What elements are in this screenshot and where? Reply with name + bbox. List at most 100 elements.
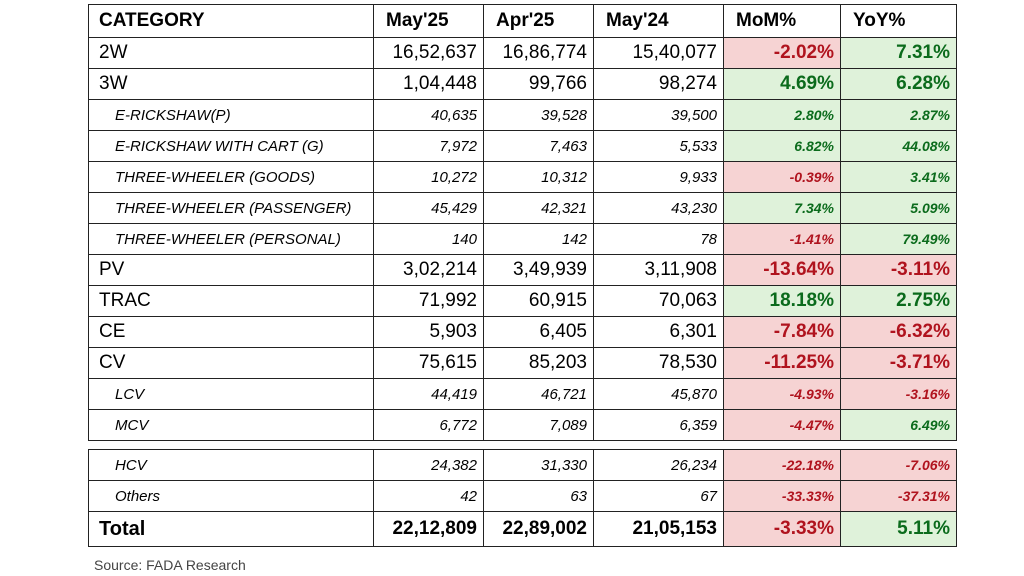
table-subrow: THREE-WHEELER (PASSENGER) 45,429 42,321 … <box>88 192 957 224</box>
total-mom-change: -3.33% <box>723 511 841 547</box>
row-mom-change: -1.41% <box>723 223 841 255</box>
row-category: CE <box>88 316 374 348</box>
row-yoy-change: -37.31% <box>840 480 957 512</box>
header-may24: May'24 <box>593 4 724 38</box>
table-row: CE 5,903 6,405 6,301 -7.84% -6.32% <box>88 316 957 348</box>
total-row: Total 22,12,809 22,89,002 21,05,153 -3.3… <box>88 511 957 547</box>
row-may24: 45,870 <box>593 378 724 410</box>
row-mom-change: -4.47% <box>723 409 841 441</box>
row-may25: 42 <box>373 480 484 512</box>
row-mom-change: -2.02% <box>723 37 841 69</box>
row-category: Others <box>88 480 374 512</box>
row-category: 3W <box>88 68 374 100</box>
row-category: MCV <box>88 409 374 441</box>
row-may24: 78,530 <box>593 347 724 379</box>
table-gap <box>88 441 956 449</box>
row-yoy-change: 3.41% <box>840 161 957 193</box>
row-apr25: 60,915 <box>483 285 594 317</box>
table-subrow: LCV 44,419 46,721 45,870 -4.93% -3.16% <box>88 378 957 410</box>
row-category: E-RICKSHAW WITH CART (G) <box>88 130 374 162</box>
row-category: HCV <box>88 449 374 481</box>
table-subrow: THREE-WHEELER (GOODS) 10,272 10,312 9,93… <box>88 161 957 193</box>
row-apr25: 3,49,939 <box>483 254 594 286</box>
table-subrow: Others 42 63 67 -33.33% -37.31% <box>88 480 957 512</box>
table-subrow: HCV 24,382 31,330 26,234 -22.18% -7.06% <box>88 449 957 481</box>
row-may24: 15,40,077 <box>593 37 724 69</box>
total-apr25: 22,89,002 <box>483 511 594 547</box>
row-apr25: 10,312 <box>483 161 594 193</box>
row-yoy-change: 2.87% <box>840 99 957 131</box>
row-may24: 39,500 <box>593 99 724 131</box>
row-may25: 44,419 <box>373 378 484 410</box>
row-mom-change: 7.34% <box>723 192 841 224</box>
row-apr25: 142 <box>483 223 594 255</box>
row-may25: 71,992 <box>373 285 484 317</box>
header-category: CATEGORY <box>88 4 374 38</box>
row-category: TRAC <box>88 285 374 317</box>
row-category: THREE-WHEELER (GOODS) <box>88 161 374 193</box>
header-yoy: YoY% <box>840 4 957 38</box>
row-may25: 75,615 <box>373 347 484 379</box>
table-subrow: THREE-WHEELER (PERSONAL) 140 142 78 -1.4… <box>88 223 957 255</box>
row-yoy-change: -3.71% <box>840 347 957 379</box>
row-yoy-change: -6.32% <box>840 316 957 348</box>
row-yoy-change: -3.11% <box>840 254 957 286</box>
row-apr25: 16,86,774 <box>483 37 594 69</box>
row-may24: 43,230 <box>593 192 724 224</box>
header-mom: MoM% <box>723 4 841 38</box>
row-apr25: 39,528 <box>483 99 594 131</box>
row-may25: 10,272 <box>373 161 484 193</box>
total-label: Total <box>88 511 374 547</box>
row-yoy-change: 6.28% <box>840 68 957 100</box>
row-apr25: 63 <box>483 480 594 512</box>
row-may25: 5,903 <box>373 316 484 348</box>
total-yoy-change: 5.11% <box>840 511 957 547</box>
row-category: CV <box>88 347 374 379</box>
row-may24: 70,063 <box>593 285 724 317</box>
row-mom-change: 2.80% <box>723 99 841 131</box>
row-mom-change: -33.33% <box>723 480 841 512</box>
row-may24: 3,11,908 <box>593 254 724 286</box>
row-category: THREE-WHEELER (PERSONAL) <box>88 223 374 255</box>
row-may25: 40,635 <box>373 99 484 131</box>
row-apr25: 99,766 <box>483 68 594 100</box>
row-mom-change: -13.64% <box>723 254 841 286</box>
header-apr25: Apr'25 <box>483 4 594 38</box>
row-yoy-change: -7.06% <box>840 449 957 481</box>
row-category: LCV <box>88 378 374 410</box>
row-yoy-change: 79.49% <box>840 223 957 255</box>
row-may24: 6,359 <box>593 409 724 441</box>
table-row: 2W 16,52,637 16,86,774 15,40,077 -2.02% … <box>88 37 957 69</box>
row-apr25: 7,463 <box>483 130 594 162</box>
row-may25: 45,429 <box>373 192 484 224</box>
table-subrow: MCV 6,772 7,089 6,359 -4.47% 6.49% <box>88 409 957 441</box>
row-may25: 140 <box>373 223 484 255</box>
row-may24: 6,301 <box>593 316 724 348</box>
row-category: 2W <box>88 37 374 69</box>
row-yoy-change: -3.16% <box>840 378 957 410</box>
row-apr25: 85,203 <box>483 347 594 379</box>
row-may25: 1,04,448 <box>373 68 484 100</box>
row-may24: 67 <box>593 480 724 512</box>
row-may24: 98,274 <box>593 68 724 100</box>
row-category: PV <box>88 254 374 286</box>
table-subrow: E-RICKSHAW WITH CART (G) 7,972 7,463 5,5… <box>88 130 957 162</box>
table-row: TRAC 71,992 60,915 70,063 18.18% 2.75% <box>88 285 957 317</box>
table-row: 3W 1,04,448 99,766 98,274 4.69% 6.28% <box>88 68 957 100</box>
row-yoy-change: 2.75% <box>840 285 957 317</box>
vehicle-sales-table-continued: HCV 24,382 31,330 26,234 -22.18% -7.06% … <box>88 449 957 547</box>
row-may25: 7,972 <box>373 130 484 162</box>
table-row: CV 75,615 85,203 78,530 -11.25% -3.71% <box>88 347 957 379</box>
row-mom-change: 18.18% <box>723 285 841 317</box>
row-yoy-change: 44.08% <box>840 130 957 162</box>
header-may25: May'25 <box>373 4 484 38</box>
row-apr25: 42,321 <box>483 192 594 224</box>
source-note: Source: FADA Research <box>94 557 246 573</box>
row-may25: 24,382 <box>373 449 484 481</box>
row-category: THREE-WHEELER (PASSENGER) <box>88 192 374 224</box>
row-apr25: 31,330 <box>483 449 594 481</box>
vehicle-sales-table: CATEGORY May'25 Apr'25 May'24 MoM% YoY% … <box>88 4 957 441</box>
row-mom-change: 4.69% <box>723 68 841 100</box>
row-apr25: 7,089 <box>483 409 594 441</box>
row-may25: 6,772 <box>373 409 484 441</box>
